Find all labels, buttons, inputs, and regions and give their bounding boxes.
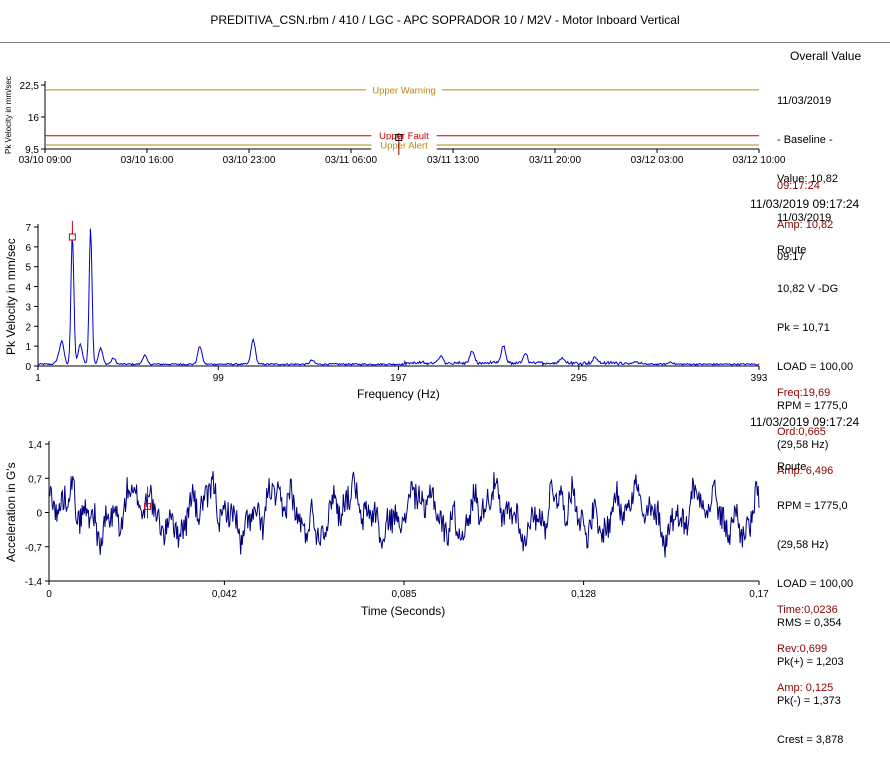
trend-info-line: 11/03/2019 (777, 212, 832, 224)
divider (0, 42, 890, 43)
spectrum-series-line (37, 228, 760, 367)
spectrum-xtick-label: 197 (390, 373, 407, 384)
trend-info-line: 09:17 (777, 251, 805, 263)
waveform-xtick-label: 0,085 (391, 589, 416, 600)
cursor-line: 09:17:24 (777, 180, 820, 192)
trend-xtick-label: 03/10 16:00 (121, 155, 174, 166)
trend-xtick-label: 03/11 06:00 (325, 155, 378, 166)
waveform-ytick-label: -1,4 (25, 577, 43, 588)
trend-info: 11/03/2019 - Baseline - Value: 10,82 11/… (777, 69, 838, 277)
spectrum-xtick-label: 99 (213, 373, 225, 384)
trend-ytick-label: 9,5 (25, 145, 39, 156)
threshold-label: Upper Alert (380, 141, 428, 152)
waveform-info-line: LOAD = 100,00 (777, 578, 854, 590)
threshold-label-bg (365, 84, 443, 95)
spectrum-info: Route 10,82 V -DG Pk = 10,71 LOAD = 100,… (777, 218, 853, 465)
spectrum-ytick-label: 2 (25, 322, 31, 333)
waveform-xtick-label: 0,17 (749, 589, 769, 600)
spectrum-info-line: (29,58 Hz) (777, 439, 829, 451)
waveform-info-line: RMS = 0,354 (777, 617, 842, 629)
waveform-ytick-label: 0,7 (28, 474, 42, 485)
spectrum-xtick-label: 393 (751, 373, 768, 384)
cursor-line: Amp: 0,125 (777, 682, 834, 694)
waveform-xtick-label: 0,128 (571, 589, 596, 600)
spectrum-info-line: RPM = 1775,0 (777, 400, 848, 412)
spectrum-ytick-label: 5 (25, 263, 31, 274)
waveform-info-line: Crest = 3,878 (777, 734, 844, 746)
window-title: PREDITIVA_CSN.rbm / 410 / LGC - APC SOPR… (210, 13, 680, 27)
cursor-line: Freq:19,69 (777, 387, 831, 399)
trend-info-line: Value: 10,82 (777, 173, 838, 185)
threshold-label: Upper Fault (379, 131, 429, 142)
waveform-info-line: RPM = 1775,0 (777, 500, 848, 512)
spectrum-cursor-marker (68, 233, 76, 241)
trend-cursor-readout: 09:17:24 Amp: 10,82 (777, 154, 833, 245)
trend-xtick-label: 03/10 09:00 (19, 155, 72, 166)
spectrum-cursor-readout: Freq:19,69 Ord:0,665 Amp: 6,496 (777, 361, 833, 491)
spectrum-ytick-label: 3 (25, 302, 31, 313)
spectrum-info-line: LOAD = 100,00 (777, 361, 854, 373)
trend-ytick-label: 16 (28, 113, 40, 124)
trend-xtick-label: 03/12 03:00 (631, 155, 684, 166)
threshold-label-bg (371, 130, 437, 141)
spectrum-info-line: 10,82 V -DG (777, 283, 839, 295)
trend-info-line: 11/03/2019 (777, 95, 832, 107)
cursor-line: Time:0,0236 (777, 604, 838, 616)
waveform-series-line (48, 471, 760, 558)
waveform-info-line: (29,58 Hz) (777, 539, 829, 551)
trend-info-line: - Baseline - (777, 134, 833, 146)
spectrum-ytick-label: 0 (25, 362, 31, 373)
trend-xtick-label: 03/10 23:00 (223, 155, 276, 166)
waveform-xtick-label: 0 (46, 589, 52, 600)
trend-xtick-label: 03/11 13:00 (427, 155, 480, 166)
spectrum-xlabel: Frequency (Hz) (357, 387, 440, 401)
trend-ytick-label: 22,5 (20, 81, 40, 92)
waveform-xlabel: Time (Seconds) (361, 604, 446, 618)
spectrum-info-line: Route (777, 244, 807, 256)
spectrum-header: 11/03/2019 09:17:24 (750, 197, 860, 211)
spectrum-ytick-label: 1 (25, 342, 31, 353)
trend-xtick-label: 03/12 10:00 (733, 155, 786, 166)
cursor-line: Ord:0,665 (777, 426, 826, 438)
waveform-info-line: Route (777, 461, 807, 473)
waveform-ytick-label: 1,4 (28, 440, 42, 451)
threshold-label: Upper Warning (372, 85, 436, 96)
trend-header: Overall Value (790, 49, 862, 63)
cursor-line: Amp: 6,496 (777, 465, 834, 477)
waveform-xtick-label: 0,042 (212, 589, 237, 600)
threshold-label-bg (371, 140, 437, 151)
cursor-line: Amp: 10,82 (777, 219, 834, 231)
spectrum-xtick-label: 295 (570, 373, 587, 384)
spectrum-ytick-label: 7 (25, 223, 31, 234)
waveform-header: 11/03/2019 09:17:24 (750, 415, 860, 429)
waveform-ytick-label: -0,7 (25, 543, 43, 554)
spectrum-ytick-label: 4 (25, 283, 31, 294)
trend-xtick-label: 03/11 20:00 (529, 155, 582, 166)
waveform-ytick-label: 0 (36, 509, 42, 520)
spectrum-ytick-label: 6 (25, 243, 31, 254)
waveform-cursor-marker (144, 502, 152, 510)
spectrum-info-line: Pk = 10,71 (777, 322, 830, 334)
spectrum-xtick-label: 1 (35, 373, 41, 384)
trend-data-point (395, 134, 403, 142)
cursor-line: Rev:0,699 (777, 643, 828, 655)
